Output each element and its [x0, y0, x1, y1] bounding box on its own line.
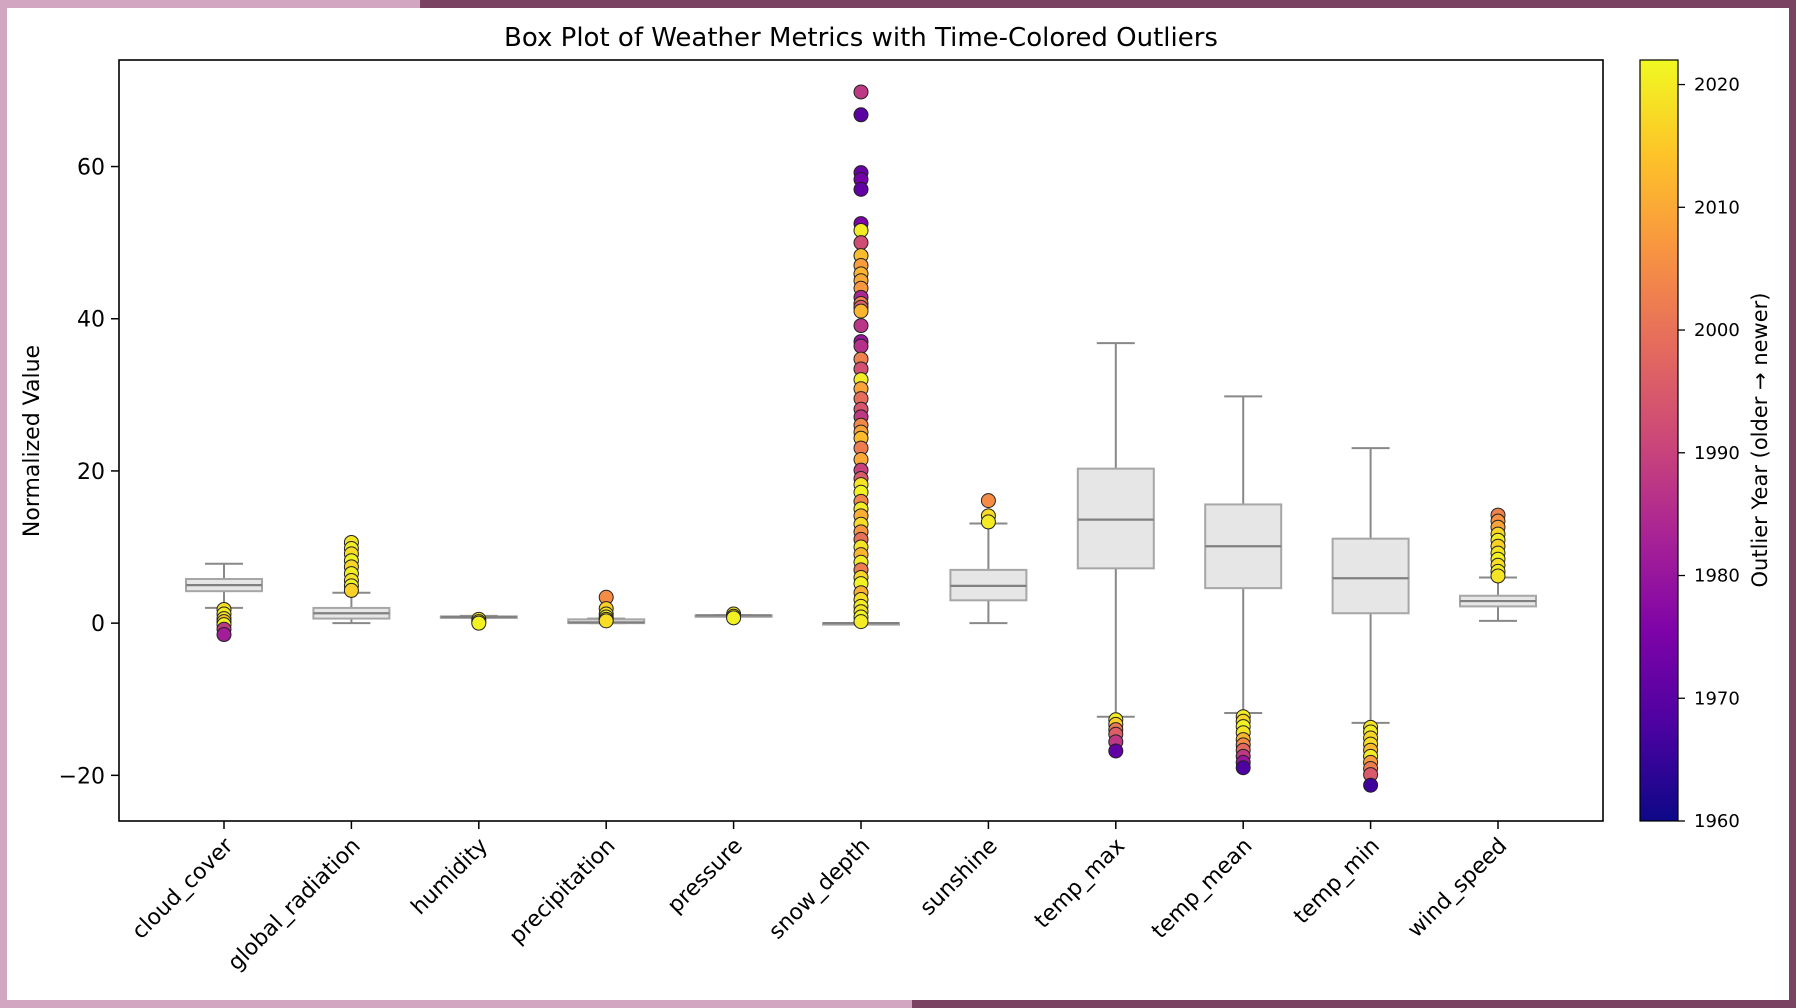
x-tick-label: humidity	[407, 834, 493, 920]
colorbar-tick-label: 2000	[1694, 320, 1740, 341]
colorbar-tick-label: 1980	[1694, 566, 1740, 587]
outlier-point	[980, 493, 996, 509]
x-tick-label: wind_speed	[1403, 834, 1512, 943]
frame-right	[1789, 0, 1796, 1008]
x-tick-label: cloud_cover	[127, 833, 239, 945]
outlier-point	[853, 303, 869, 319]
outliers-pressure	[726, 606, 742, 626]
outliers-temp_min	[1363, 719, 1379, 793]
x-tick-label: sunshine	[915, 834, 1002, 921]
y-tick-label: 40	[77, 308, 105, 333]
box-sunshine	[949, 522, 1028, 625]
outlier-point	[343, 582, 359, 598]
outlier-point	[726, 610, 742, 626]
colorbar-tick-label: 1970	[1694, 688, 1740, 709]
outliers-layer	[216, 84, 1506, 793]
outlier-point	[853, 338, 869, 354]
x-tick-label: temp_min	[1289, 834, 1384, 929]
outliers-snow_depth	[853, 84, 869, 630]
outlier-point	[598, 613, 614, 629]
outlier-point	[853, 318, 869, 334]
box-temp_min	[1331, 447, 1410, 724]
colorbar-label: Outlier Year (older → newer)	[1748, 293, 1772, 588]
colorbar-tick-label: 1990	[1694, 443, 1740, 464]
outlier-point	[471, 615, 487, 631]
box-temp_mean	[1204, 395, 1283, 714]
outlier-point	[1490, 568, 1506, 584]
x-tick-label: pressure	[663, 834, 748, 919]
outliers-global_radiation	[343, 534, 359, 598]
y-tick-label: 0	[91, 612, 105, 637]
frame-bottom-right	[912, 1000, 1796, 1008]
outlier-point	[853, 181, 869, 197]
outlier-point	[853, 84, 869, 100]
outlier-point	[853, 235, 869, 251]
outliers-precipitation	[598, 589, 614, 629]
y-tick-label: 20	[77, 460, 105, 485]
colorbar-tick-label: 2020	[1694, 75, 1740, 96]
y-ticks-layer: −20 0 20 40 60	[59, 156, 119, 789]
colorbar	[1639, 59, 1679, 822]
outlier-point	[853, 614, 869, 630]
outlier-point	[1235, 760, 1251, 776]
outlier-point	[1363, 777, 1379, 793]
outliers-cloud_cover	[216, 601, 232, 643]
y-tick-label: 60	[77, 156, 105, 181]
frame-left	[0, 0, 7, 1008]
x-tick-label: temp_mean	[1147, 834, 1257, 944]
plot-area-frame	[118, 59, 1604, 822]
outliers-wind_speed	[1490, 507, 1506, 584]
outliers-humidity	[471, 611, 487, 631]
colorbar-tick-label: 2010	[1694, 197, 1740, 218]
x-tick-label: global_radiation	[223, 834, 365, 976]
box-iqr	[1331, 537, 1410, 615]
chart-title: Box Plot of Weather Metrics with Time-Co…	[504, 23, 1218, 53]
outlier-point	[216, 627, 232, 643]
outlier-point	[980, 514, 996, 530]
outliers-temp_max	[1108, 712, 1124, 759]
x-tick-label: temp_max	[1030, 834, 1130, 934]
box-wind_speed	[1459, 576, 1537, 622]
frame-bottom-left	[0, 1000, 912, 1008]
box-cloud_cover	[185, 562, 263, 609]
colorbar-tick-label: 1960	[1694, 811, 1740, 832]
frame-top-right	[420, 0, 1796, 8]
outliers-temp_mean	[1235, 709, 1251, 776]
box-iqr	[1076, 467, 1155, 570]
frame-top-left	[0, 0, 420, 8]
y-tick-label: −20	[59, 764, 105, 789]
y-axis-label: Normalized Value	[20, 345, 45, 537]
x-tick-label: precipitation	[505, 834, 621, 950]
colorbar-ticks-layer: 1960 1970 1980 1990 2000 2010 2020	[1678, 75, 1740, 832]
box-temp_max	[1076, 342, 1155, 718]
x-tick-label: snow_depth	[764, 834, 875, 945]
outlier-point	[853, 107, 869, 123]
outliers-sunshine	[980, 493, 996, 530]
outlier-point	[1108, 743, 1124, 759]
